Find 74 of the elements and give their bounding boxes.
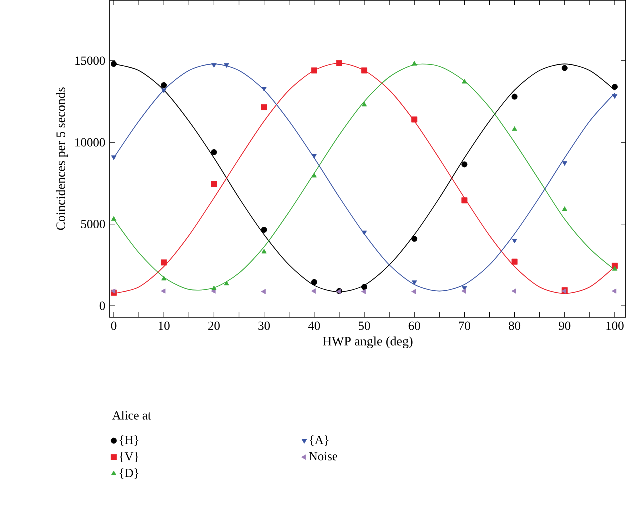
x-tick-label: 40 — [308, 322, 320, 330]
point — [261, 288, 266, 294]
y-tick-label: 0 — [100, 302, 106, 310]
x-tick-label: 10 — [158, 322, 170, 330]
point — [512, 238, 518, 244]
point — [362, 288, 366, 294]
point — [262, 86, 267, 92]
x-tick-label: 90 — [559, 322, 571, 330]
point — [224, 280, 230, 286]
point — [412, 280, 418, 286]
y-tick-label: 15000 — [76, 56, 106, 65]
point — [512, 94, 518, 100]
point — [362, 284, 368, 290]
point — [161, 88, 167, 94]
point — [562, 161, 568, 166]
point — [111, 216, 117, 221]
point — [462, 197, 468, 204]
y-tick-label: 10000 — [76, 138, 106, 147]
point — [336, 60, 342, 66]
x-tick-label: 80 — [509, 322, 521, 330]
point — [512, 126, 518, 131]
point — [462, 78, 468, 84]
x-tick-label: 0 — [111, 322, 117, 330]
point — [211, 149, 218, 156]
point — [412, 288, 416, 294]
point — [311, 288, 316, 294]
point — [512, 258, 518, 265]
point — [362, 102, 368, 106]
x-tick-label: 20 — [208, 322, 220, 330]
point — [111, 60, 117, 67]
legend-label: Noise — [309, 452, 338, 460]
point — [462, 288, 466, 294]
point — [412, 236, 418, 242]
x-axis-title: HWP angle (deg) — [323, 336, 413, 348]
point — [612, 84, 618, 90]
y-tick-label: 5000 — [81, 220, 106, 228]
point — [612, 94, 618, 99]
point — [312, 172, 318, 178]
point — [412, 116, 418, 122]
x-tick-label: 70 — [459, 322, 470, 330]
point — [161, 82, 168, 88]
point — [512, 288, 516, 294]
point — [262, 248, 267, 254]
point — [261, 104, 268, 110]
point — [612, 288, 617, 294]
point — [211, 181, 218, 188]
point — [612, 266, 618, 271]
x-tick-label: 60 — [408, 322, 420, 330]
point — [311, 68, 318, 74]
x-tick-label: 30 — [258, 322, 270, 330]
point — [212, 63, 217, 68]
x-tick-label: 100 — [606, 322, 624, 330]
point — [212, 286, 217, 290]
legend-label: {H} — [120, 435, 139, 446]
point — [362, 68, 368, 74]
legend-label: {A} — [310, 435, 329, 446]
x-tick-label: 50 — [358, 322, 370, 330]
point — [562, 206, 568, 211]
point — [224, 63, 230, 68]
y-axis-title: Coincidences per 5 seconds — [56, 87, 68, 230]
legend-label: {V} — [120, 452, 139, 462]
point — [462, 161, 468, 168]
point — [312, 154, 318, 158]
point — [161, 276, 167, 280]
point — [362, 230, 368, 236]
point — [161, 259, 168, 266]
point — [311, 279, 318, 286]
point — [412, 60, 418, 66]
point — [562, 65, 568, 72]
legend-label: {D} — [120, 468, 139, 479]
legend-title: Alice at — [112, 410, 152, 420]
point — [261, 226, 268, 233]
point — [111, 156, 117, 160]
point — [161, 288, 166, 294]
